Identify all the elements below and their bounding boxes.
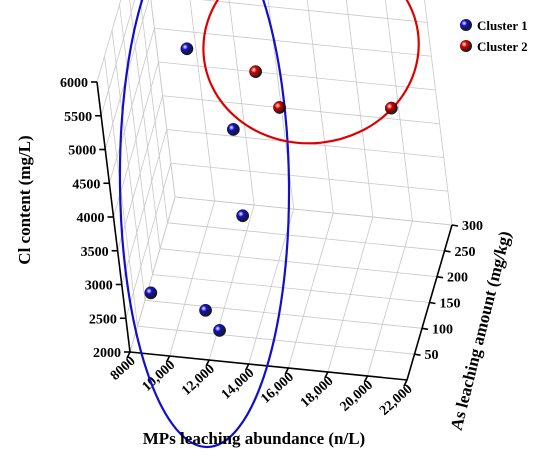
- grid-line: [129, 0, 161, 249]
- z-tick-label: 6000: [60, 76, 88, 91]
- grid-line: [111, 30, 146, 301]
- x-axis-label: MPs leaching abundance (n/L): [143, 429, 365, 448]
- grid-line: [306, 0, 334, 214]
- x-tick-label: 20,000: [337, 378, 376, 415]
- x-tick-label: 14,000: [219, 366, 258, 403]
- x-tick-mark: [165, 355, 171, 363]
- grid: [96, 0, 453, 381]
- x-tick-label: 18,000: [298, 374, 337, 411]
- y-tick-mark: [451, 224, 459, 227]
- grid-line: [96, 0, 122, 83]
- cluster-1-ellipse: [118, 0, 291, 449]
- point-cluster-1-1: [144, 286, 158, 300]
- z-tick-label: 2000: [93, 346, 121, 361]
- data-points: [144, 42, 398, 337]
- grid-line: [150, 0, 176, 198]
- legend: Cluster 1 Cluster 2: [460, 18, 528, 54]
- grid-line: [167, 222, 445, 252]
- point-cluster-2-5: [384, 101, 398, 115]
- grid-line: [228, 0, 255, 206]
- x-tick-label: 22,000: [377, 382, 416, 419]
- x-axis-line: [129, 351, 408, 381]
- grid-line: [159, 248, 438, 278]
- axes: [91, 81, 459, 387]
- grid-line: [152, 274, 430, 303]
- z-tick-label: 5500: [64, 110, 92, 125]
- x-tick-mark: [205, 359, 210, 367]
- point-cluster-1-3: [213, 324, 226, 337]
- y-tick-label: 200: [447, 271, 468, 286]
- point-cluster-1-4: [236, 209, 250, 223]
- y-tick-mark: [436, 275, 444, 279]
- z-tick-label: 3500: [81, 245, 109, 260]
- legend-item-cluster-1: Cluster 1: [460, 18, 528, 33]
- grid-line: [119, 4, 153, 275]
- x-tick-mark: [244, 363, 250, 371]
- legend-label-cluster-1: Cluster 1: [477, 18, 528, 33]
- x-tick-mark: [324, 371, 329, 379]
- y-tick-mark: [444, 250, 451, 253]
- legend-marker-cluster-2: [460, 40, 472, 52]
- y-tick-label: 150: [440, 297, 461, 312]
- point-cluster-1-2: [199, 303, 212, 317]
- z-tick-label: 4500: [72, 177, 100, 192]
- y-tick-label: 50: [425, 348, 439, 363]
- x-tick-label: 12,000: [179, 362, 218, 399]
- point-cluster-2-4: [273, 101, 286, 114]
- z-tick-label: 4000: [77, 211, 105, 226]
- point-cluster-2-3: [249, 65, 263, 79]
- x-tick-mark: [284, 367, 290, 375]
- point-cluster-1-5: [226, 123, 240, 136]
- legend-item-cluster-2: Cluster 2: [460, 39, 528, 54]
- y-tick-mark: [429, 301, 436, 305]
- grid-line: [158, 61, 436, 91]
- cluster-ellipses: [118, 0, 420, 449]
- grid-line: [189, 0, 215, 202]
- grid-line: [345, 0, 374, 218]
- cluster-2-ellipse: [202, 0, 420, 145]
- y-tick-mark: [414, 353, 421, 356]
- x-tick-mark: [126, 351, 131, 359]
- grid-line: [170, 162, 448, 192]
- point-cluster-1-6: [180, 42, 194, 56]
- grid-line: [137, 325, 415, 355]
- grid-line: [385, 0, 413, 222]
- z-tick-label: 3000: [85, 279, 113, 294]
- y-tick-mark: [421, 327, 429, 331]
- y-tick-label: 300: [462, 219, 483, 234]
- grid-line: [200, 0, 428, 23]
- grid-line: [162, 95, 440, 125]
- z-axis-label: Cl content (mg/L): [15, 135, 34, 264]
- grid-line: [154, 27, 432, 57]
- grid-line: [174, 196, 453, 226]
- grid-line: [424, 0, 453, 226]
- z-tick-label: 2500: [89, 312, 117, 327]
- grid-line: [139, 0, 168, 223]
- x-tick-mark: [403, 379, 408, 387]
- y-tick-label: 100: [432, 322, 453, 337]
- y-tick-label: 250: [455, 245, 476, 260]
- x-tick-mark: [363, 375, 369, 383]
- legend-marker-cluster-1: [460, 19, 472, 31]
- grid-line: [144, 299, 423, 329]
- z-tick-label: 5000: [68, 144, 96, 159]
- legend-label-cluster-2: Cluster 2: [477, 39, 528, 54]
